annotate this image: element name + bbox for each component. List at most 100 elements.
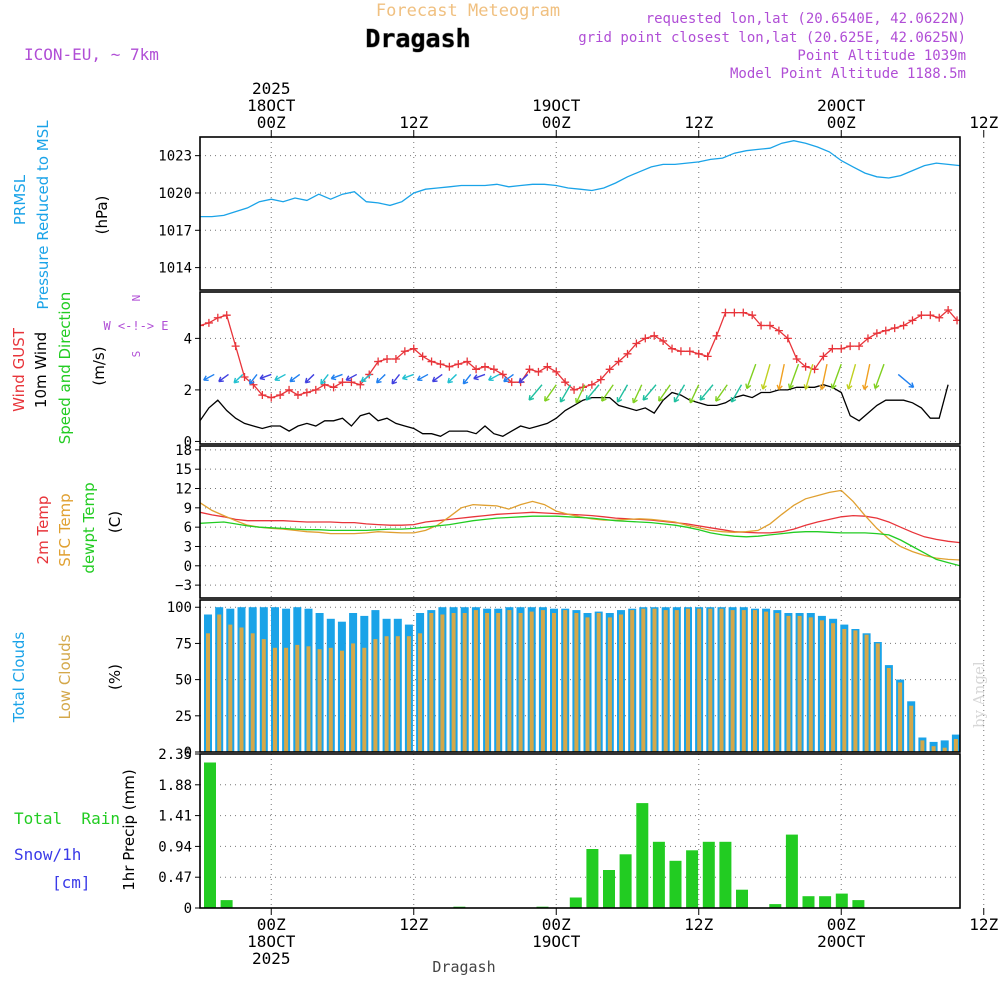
gust-marker bbox=[614, 357, 623, 366]
clouds-data bbox=[204, 607, 991, 752]
wind-direction-arrow bbox=[330, 373, 343, 381]
total-clouds-label: Total Clouds bbox=[10, 632, 28, 724]
top-time-label: 00Z bbox=[827, 113, 856, 132]
low-clouds-label: Low Clouds bbox=[56, 634, 74, 719]
low-clouds-bar bbox=[819, 620, 824, 752]
precip-ytick-label: 0.94 bbox=[158, 839, 192, 855]
wind-direction-arrow bbox=[431, 373, 443, 383]
total-rain-bar bbox=[719, 841, 732, 908]
gust-marker bbox=[374, 357, 383, 366]
gust-marker bbox=[463, 357, 472, 366]
wind-direction-arrow bbox=[304, 373, 315, 384]
wind-direction-arrow bbox=[274, 373, 286, 382]
gust-marker bbox=[668, 344, 677, 353]
wind-direction-arrow bbox=[658, 384, 671, 402]
bottom-time-label: 18OCT bbox=[247, 932, 296, 951]
low-clouds-bar bbox=[686, 608, 690, 752]
clouds-ytick-label: 75 bbox=[175, 636, 192, 652]
2m-temp-line bbox=[200, 511, 960, 544]
wind-direction-arrow bbox=[391, 374, 401, 385]
low-clouds-bar bbox=[540, 610, 545, 752]
gust-marker bbox=[302, 388, 311, 397]
bottom-time-label: 00Z bbox=[542, 915, 571, 934]
dew-label: dewpt Temp bbox=[80, 482, 98, 573]
app-title: Forecast Meteogram bbox=[376, 1, 560, 21]
low-clouds-bar bbox=[295, 644, 300, 752]
gust-marker bbox=[383, 354, 392, 363]
wind-direction-arrow bbox=[632, 384, 643, 404]
wind-direction-arrow bbox=[616, 384, 629, 403]
low-clouds-bar bbox=[552, 613, 556, 752]
low-clouds-bar bbox=[384, 636, 389, 752]
gust-marker bbox=[365, 370, 374, 379]
gust-marker bbox=[587, 380, 596, 389]
total-rain-bar bbox=[802, 896, 815, 908]
speed-dir-label: Speed and Direction bbox=[56, 292, 74, 445]
low-clouds-bar bbox=[451, 613, 456, 752]
low-clouds-bar bbox=[317, 649, 322, 752]
low-clouds-bar bbox=[987, 749, 991, 752]
footer-location: Dragash bbox=[432, 958, 495, 976]
gust-marker bbox=[534, 367, 543, 376]
total-rain-bar bbox=[835, 893, 848, 908]
bottom-time-label: 19OCT bbox=[532, 932, 581, 951]
wind-direction-arrow bbox=[233, 373, 244, 384]
clouds-ytick-label: 100 bbox=[167, 600, 192, 616]
clouds-ytick-label: 25 bbox=[175, 709, 192, 725]
location-title: Dragash bbox=[365, 24, 470, 53]
gust-marker bbox=[285, 385, 294, 394]
gust-marker bbox=[819, 352, 828, 361]
low-clouds-bar bbox=[429, 613, 434, 752]
temp-ytick-label: 18 bbox=[175, 443, 192, 459]
bottom-time-label: 20OCT bbox=[817, 932, 866, 951]
gust-marker bbox=[676, 347, 685, 356]
gust-marker bbox=[890, 324, 899, 333]
wind-unit: (m/s) bbox=[90, 346, 108, 385]
gust-marker bbox=[481, 362, 489, 371]
10m-wind-line bbox=[200, 384, 949, 438]
top-time-label: 2025 bbox=[252, 79, 291, 98]
low-clouds-bar bbox=[953, 739, 958, 752]
gust-marker bbox=[498, 370, 507, 379]
model-altitude: Model Point Altitude 1188.5m bbox=[730, 66, 966, 82]
gust-marker bbox=[766, 321, 774, 330]
low-clouds-bar bbox=[630, 610, 635, 752]
gust-marker bbox=[329, 383, 338, 392]
low-clouds-bar bbox=[898, 682, 903, 752]
wind-direction-arrow bbox=[320, 374, 329, 385]
compass-s: S bbox=[130, 351, 143, 358]
precip-ytick-label: 2.35 bbox=[158, 747, 192, 763]
total-rain-bar bbox=[785, 834, 798, 908]
wind-direction-arrow bbox=[375, 373, 386, 384]
wind-direction-arrow bbox=[787, 363, 800, 390]
total-rain-bar bbox=[220, 900, 233, 908]
watermark: by Angel bbox=[970, 661, 988, 728]
cloud-labels: Total Clouds Low Clouds (%) bbox=[10, 632, 124, 724]
low-clouds-bar bbox=[585, 617, 590, 752]
gust-marker bbox=[204, 318, 213, 327]
low-clouds-bar bbox=[931, 746, 936, 752]
gust-marker bbox=[881, 326, 890, 335]
low-clouds-bar bbox=[518, 613, 523, 752]
low-clouds-bar bbox=[250, 633, 255, 752]
low-clouds-bar bbox=[373, 639, 378, 752]
gust-marker bbox=[659, 336, 668, 345]
gust-marker bbox=[872, 329, 881, 338]
low-clouds-bar bbox=[909, 705, 914, 752]
gust-marker bbox=[980, 355, 988, 363]
wind-direction-arrow bbox=[259, 373, 272, 381]
temp-unit: (C) bbox=[106, 511, 124, 533]
total-rain-bar bbox=[852, 900, 865, 908]
gust-marker bbox=[623, 349, 632, 358]
wind-direction-arrow bbox=[897, 373, 915, 388]
gust-marker bbox=[721, 308, 730, 317]
wind-direction-arrow bbox=[528, 384, 543, 401]
low-clouds-bar bbox=[831, 623, 836, 752]
wind-direction-arrow bbox=[345, 373, 358, 382]
total-rain-bar bbox=[603, 870, 615, 908]
gust-marker bbox=[570, 385, 579, 394]
clouds-ytick-label: 0 bbox=[184, 745, 192, 761]
low-clouds-bar bbox=[753, 610, 757, 752]
wind-labels: Wind GUST 10m Wind Speed and Direction (… bbox=[10, 292, 169, 445]
